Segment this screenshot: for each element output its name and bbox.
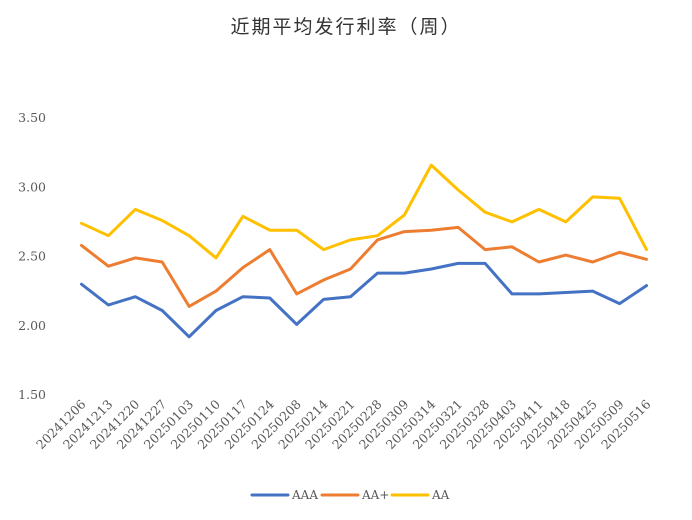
y-tick-label: 2.50 <box>18 249 46 264</box>
legend-label: AA <box>431 488 450 502</box>
y-tick-label: 1.50 <box>18 387 46 402</box>
series-lines <box>80 163 648 339</box>
legend-label: AAA <box>291 488 318 502</box>
y-tick-label: 3.50 <box>18 110 46 125</box>
y-tick-label: 3.00 <box>18 179 46 194</box>
legend-label: AA+ <box>361 488 389 502</box>
chart-title: 近期平均发行利率（周） <box>230 16 461 38</box>
series-line-aa <box>80 163 648 260</box>
y-axis: 1.50 2.00 2.50 3.00 3.50 <box>18 110 46 402</box>
x-axis: 2024120620241213202412202024122720250103… <box>33 396 654 452</box>
y-tick-label: 2.00 <box>18 318 46 333</box>
legend: AAA AA+ AA <box>250 488 450 502</box>
series-line-aa-plus <box>80 225 648 308</box>
series-line-aaa <box>80 261 648 339</box>
